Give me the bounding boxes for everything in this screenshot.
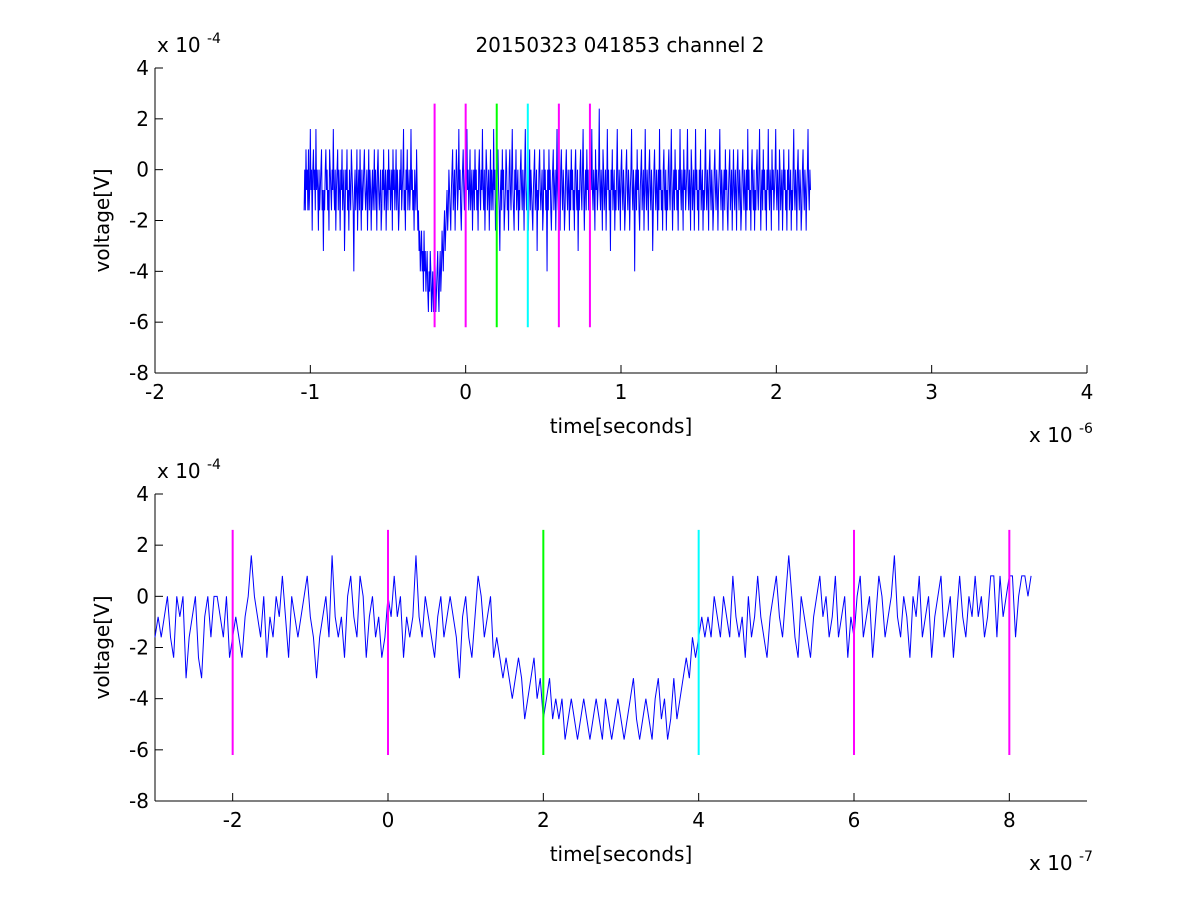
- subplot-1-y-label: voltage[V]: [90, 168, 114, 272]
- subplot-1-series-line: [303, 108, 812, 313]
- subplot-2-y-tick-label: 2: [136, 533, 149, 557]
- figure-title: 20150323 041853 channel 2: [475, 33, 764, 57]
- subplot-1-y-tick-label: 2: [136, 107, 149, 131]
- subplot-2-y-tick-label: -8: [129, 789, 149, 813]
- subplot-1-x-label: time[seconds]: [550, 414, 693, 438]
- subplot-2-y-tick-label: -6: [129, 738, 149, 762]
- subplot-2-x-tick-label: 4: [692, 808, 705, 832]
- subplot-2-series-line: [154, 555, 1032, 740]
- subplot-2-x-tick-label: 2: [537, 808, 550, 832]
- subplot-2-x-tick-label: 6: [848, 808, 861, 832]
- subplot-1-y-tick-label: 0: [136, 158, 149, 182]
- subplot-1-x-tick-label: 1: [615, 380, 628, 404]
- subplot-1-x-tick-label: 0: [459, 380, 472, 404]
- subplot-2-y-tick-label: 4: [136, 482, 149, 506]
- subplot-1-y-tick-label: 4: [136, 56, 149, 80]
- subplot-1-x-tick-label: -2: [145, 380, 165, 404]
- subplot-2-y-exponent: x 10 -4: [157, 457, 221, 483]
- subplot-1-x-exponent: x 10 -6: [1029, 421, 1093, 447]
- subplot-2-y-label: voltage[V]: [90, 595, 114, 699]
- subplot-2-x-tick-label: 8: [1003, 808, 1016, 832]
- subplot-1-y-tick-label: -4: [129, 259, 149, 283]
- subplot-2-x-tick-label: 0: [382, 808, 395, 832]
- subplot-2-x-label: time[seconds]: [550, 842, 693, 866]
- subplot-2-x-tick-label: -2: [223, 808, 243, 832]
- subplot-1-y-tick-label: -6: [129, 310, 149, 334]
- subplot-2-y-tick-label: 0: [136, 584, 149, 608]
- subplot-1-x-tick-label: 3: [925, 380, 938, 404]
- subplot-1-y-tick-label: -8: [129, 361, 149, 385]
- subplot-1-y-exponent: x 10 -4: [157, 31, 221, 57]
- subplot-1-x-tick-label: 4: [1081, 380, 1094, 404]
- subplot-1-y-tick-label: -2: [129, 209, 149, 233]
- subplot-2-y-tick-label: -2: [129, 636, 149, 660]
- subplot-2-x-exponent: x 10 -7: [1029, 849, 1093, 875]
- subplot-1-x-tick-label: 2: [770, 380, 783, 404]
- subplot-1-x-tick-label: -1: [300, 380, 320, 404]
- subplot-2-y-tick-label: -4: [129, 687, 149, 711]
